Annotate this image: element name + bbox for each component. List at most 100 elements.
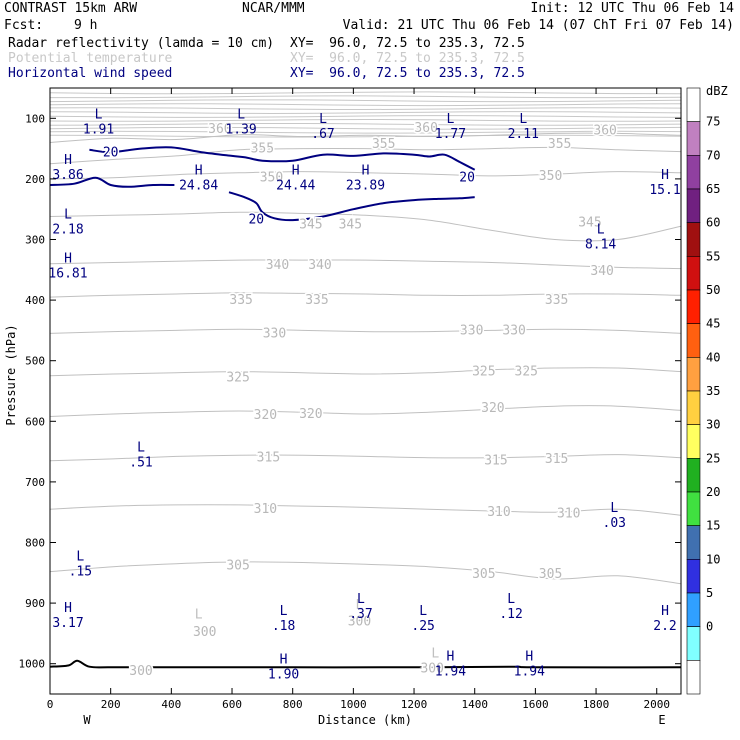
colorbar-level-label: 35 (706, 384, 720, 398)
x-tick-label: 2000 (643, 698, 670, 711)
colorbar-segment (686, 525, 701, 560)
y-tick-label: 800 (25, 537, 45, 550)
wind-extremum-high-marker: H (661, 168, 669, 183)
wind-extremum-low-marker: L (357, 592, 365, 607)
colorbar-segment (686, 323, 701, 358)
theta-stratosphere-line (49, 99, 682, 103)
colorbar-segment (686, 491, 701, 526)
colorbar-segment (686, 592, 701, 627)
theta-label: 335 (229, 293, 252, 308)
theta-contour-320 (49, 405, 682, 417)
colorbar-level-label: 45 (706, 317, 720, 331)
theta-label: 355 (548, 137, 571, 152)
wind-extremum-value: .03 (603, 516, 626, 531)
colorbar-level-label: 30 (706, 418, 720, 432)
wind-contour-20 (228, 191, 475, 222)
wind-extremum-low-marker: L (597, 222, 605, 237)
theta-contour-325 (49, 367, 682, 377)
colorbar-segment (686, 256, 701, 291)
wind-extremum-low-marker: L (319, 112, 327, 127)
theta-contour-355 (49, 146, 682, 165)
colorbar-level-label: 25 (706, 451, 720, 465)
theta-stratosphere-line (49, 115, 682, 118)
theta-label: 355 (251, 142, 274, 157)
wind-extremum-low-marker: L (76, 550, 84, 565)
colorbar-segment (686, 87, 701, 122)
wind-extremum-value: 2.11 (508, 127, 539, 142)
terrain-line (49, 659, 682, 669)
theta-stratosphere-line (49, 134, 682, 138)
wind-extremum-value: .67 (311, 127, 334, 142)
init-time: Init: 12 UTC Thu 06 Feb 14 (530, 1, 735, 16)
theta-stratosphere-line (49, 103, 682, 107)
theta-label: 305 (472, 567, 495, 582)
contour-label-layer: 360 360 360 355 355 355 350 350 345 345 345 340 340 3… (48, 107, 680, 682)
theta-label: 345 (299, 217, 322, 232)
field-xy-theta: XY= 96.0, 72.5 to 235.3, 72.5 (290, 51, 525, 66)
axis-layer: 0 200 400 600 800 1000 1200 1400 1600 1800 2000 100… (19, 88, 681, 711)
theta-label: 300 (193, 625, 216, 640)
colorbar-level-label: 20 (706, 485, 720, 499)
colorbar-segment (686, 660, 701, 695)
model-title: CONTRAST 15km ARW (4, 1, 138, 16)
wind-extremum-high-marker: H (362, 164, 370, 179)
plot-frame (49, 87, 682, 695)
x-tick-label: 600 (222, 698, 242, 711)
forecast-label: Fcst: (4, 18, 44, 33)
theta-label: 340 (308, 258, 331, 273)
theta-label: 360 (208, 122, 231, 137)
colorbar-unit: dBZ (706, 84, 728, 98)
y-tick-label: 1000 (19, 658, 46, 671)
theta-stratosphere-line (49, 118, 682, 122)
y-tick-label: 300 (25, 234, 45, 247)
theta-extremum-marker: L (431, 647, 439, 662)
wind-extremum-high-marker: H (64, 252, 72, 267)
x-tick-label: 1200 (401, 698, 428, 711)
theta-label: 300 (420, 662, 443, 677)
theta-contour-315 (49, 454, 682, 462)
wind-extremum-value: 2.18 (52, 222, 83, 237)
theta-label: 330 (460, 323, 483, 338)
theta-stratosphere-line (49, 126, 682, 130)
theta-label: 350 (260, 171, 283, 186)
colorbar-level-label: 50 (706, 283, 720, 297)
wind-extremum-high-marker: H (661, 604, 669, 619)
colorbar-segment (686, 121, 701, 156)
x-tick-label: 800 (283, 698, 303, 711)
theta-label: 345 (578, 216, 601, 231)
theta-label: 320 (254, 408, 277, 423)
wind-extremum-value: 24.84 (179, 179, 218, 194)
theta-label: 330 (263, 326, 286, 341)
wind-extremum-low-marker: L (519, 112, 527, 127)
wind-contour-label: 20 (459, 170, 475, 185)
colorbar-segment (686, 222, 701, 257)
theta-contour-350 (49, 171, 682, 180)
theta-label: 330 (502, 323, 525, 338)
wind-extremum-value: 1.91 (83, 122, 114, 137)
theta-label: 335 (545, 293, 568, 308)
theta-label: 350 (539, 169, 562, 184)
west-label: W (83, 713, 91, 727)
wind-extremum-value: .25 (411, 619, 434, 634)
wind-extremum-low-marker: L (237, 107, 245, 122)
y-tick-label: 500 (25, 355, 45, 368)
wind-extremum-value: 8.14 (585, 237, 616, 252)
east-label: E (658, 713, 665, 727)
wind-extremum-low-marker: L (419, 604, 427, 619)
x-tick-label: 1600 (522, 698, 549, 711)
wind-contour-label: 20 (248, 212, 264, 227)
x-tick-label: 1400 (461, 698, 488, 711)
y-axis-title: Pressure (hPa) (4, 324, 18, 425)
colorbar-segment (686, 155, 701, 190)
wind-extremum-value: 15.1 (649, 183, 680, 198)
center-label: NCAR/MMM (242, 1, 305, 16)
y-tick-label: 700 (25, 476, 45, 489)
theta-stratosphere-line (49, 91, 682, 95)
field-xy-reflectivity: XY= 96.0, 72.5 to 235.3, 72.5 (290, 36, 525, 51)
wind-extremum-high-marker: H (447, 650, 455, 665)
wind-extremum-value: .51 (129, 456, 152, 471)
theta-contour-305 (49, 561, 682, 585)
colorbar-level-label: 75 (706, 115, 720, 129)
colorbar-segment (686, 626, 701, 661)
